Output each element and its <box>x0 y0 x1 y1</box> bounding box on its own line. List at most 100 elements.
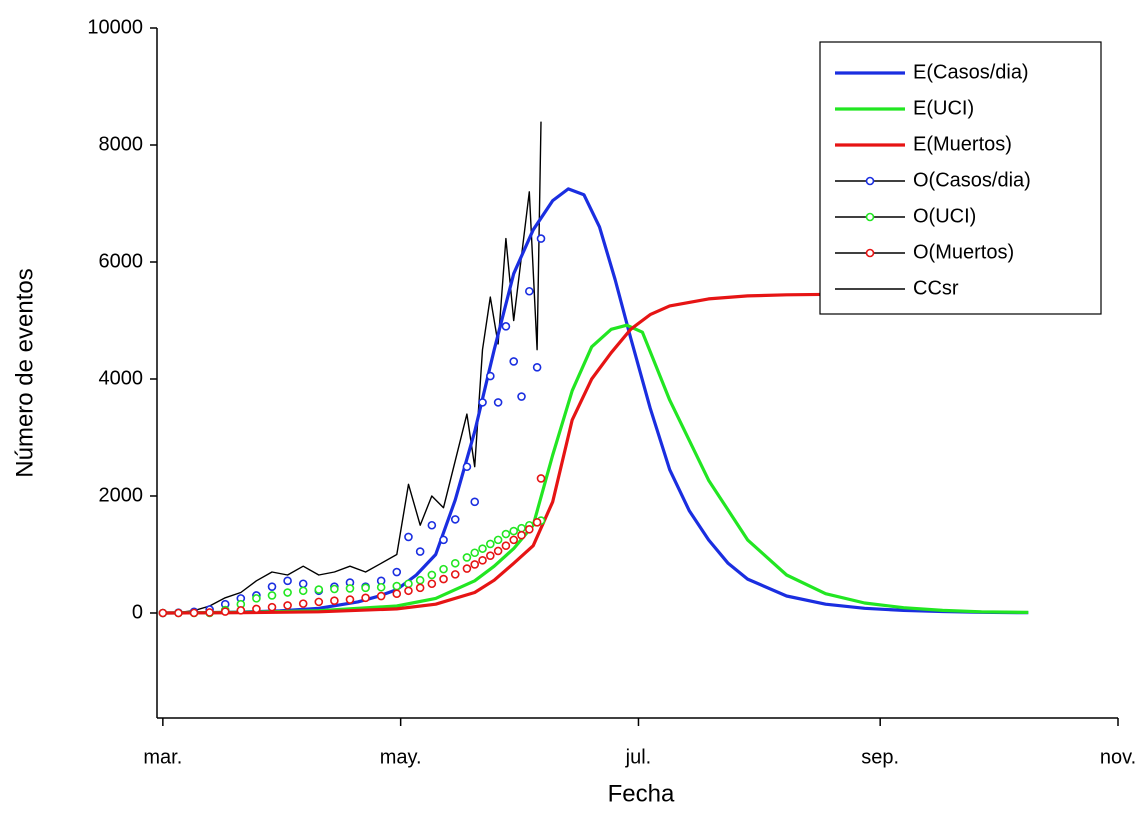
legend-marker <box>865 176 875 186</box>
data-point <box>536 474 546 483</box>
data-point <box>493 535 503 545</box>
data-point <box>450 558 460 568</box>
data-point <box>517 392 526 401</box>
data-point <box>392 567 402 577</box>
data-point <box>478 544 487 553</box>
data-point <box>298 599 308 608</box>
data-point <box>220 607 230 616</box>
data-point <box>450 515 460 524</box>
data-point <box>493 546 503 556</box>
series-line <box>162 121 542 614</box>
data-point <box>298 586 308 596</box>
data-point <box>376 582 386 592</box>
legend-label: O(Muertos) <box>913 241 1014 263</box>
data-point <box>462 564 472 573</box>
data-point <box>236 606 246 615</box>
x-tick-label: jul. <box>625 746 652 768</box>
data-point <box>525 525 534 534</box>
y-axis-label: Número de eventos <box>11 268 38 477</box>
legend-box <box>819 41 1102 315</box>
data-point <box>314 597 324 607</box>
data-point <box>501 322 511 331</box>
data-point <box>439 535 448 545</box>
data-point <box>283 588 292 597</box>
data-point <box>509 357 519 366</box>
y-tick-label: 0 <box>132 601 143 623</box>
data-point <box>415 547 425 556</box>
data-point <box>345 584 355 593</box>
series-line <box>162 292 1029 615</box>
data-point <box>517 523 526 533</box>
legend-label: O(UCI) <box>913 205 976 227</box>
x-tick-label: nov. <box>1100 746 1136 768</box>
data-point <box>361 593 370 603</box>
data-point <box>404 532 413 542</box>
data-point <box>525 286 534 296</box>
data-point <box>536 234 546 243</box>
y-tick-label: 4000 <box>99 367 144 389</box>
data-point <box>330 596 339 606</box>
data-point <box>392 589 402 598</box>
data-point <box>439 564 448 574</box>
data-point <box>450 570 460 579</box>
data-point <box>415 575 425 585</box>
data-point <box>392 581 402 591</box>
data-point <box>330 584 339 594</box>
data-point <box>486 371 495 381</box>
data-point <box>376 591 386 601</box>
x-tick-label: mar. <box>143 746 182 768</box>
data-point <box>404 579 413 589</box>
legend-marker <box>865 248 875 258</box>
legend-label: E(UCI) <box>913 97 974 119</box>
data-point <box>470 497 480 507</box>
data-point <box>501 541 511 551</box>
data-point <box>267 582 277 591</box>
data-point <box>501 529 511 539</box>
data-point <box>509 526 519 536</box>
data-point <box>283 601 292 610</box>
data-point <box>252 604 261 614</box>
legend-marker <box>865 212 875 222</box>
data-point <box>267 591 277 600</box>
series-line <box>162 323 1029 615</box>
data-point <box>205 608 214 617</box>
data-point <box>478 556 487 565</box>
data-point <box>427 520 437 530</box>
y-tick-label: 2000 <box>99 484 144 506</box>
data-point <box>462 553 472 562</box>
y-tick-label: 10000 <box>87 16 143 38</box>
data-point <box>493 398 503 407</box>
data-point <box>345 595 355 604</box>
data-point <box>361 583 370 593</box>
x-tick-label: may. <box>380 746 422 768</box>
data-point <box>174 608 183 618</box>
data-point <box>314 585 324 594</box>
data-point <box>486 539 495 549</box>
data-point <box>486 551 495 560</box>
y-tick-label: 6000 <box>99 250 144 272</box>
y-tick-label: 8000 <box>99 133 144 155</box>
data-point <box>427 579 437 589</box>
data-point <box>478 398 487 407</box>
data-point <box>415 583 425 593</box>
data-point <box>189 608 199 618</box>
data-point <box>532 518 542 527</box>
data-point <box>298 579 308 589</box>
legend-label: O(Casos/dia) <box>913 169 1031 191</box>
data-point <box>462 462 472 472</box>
data-point <box>267 602 277 612</box>
x-axis-label: Fecha <box>608 780 675 807</box>
legend-label: E(Muertos) <box>913 133 1012 155</box>
data-point <box>532 362 542 372</box>
data-point <box>439 574 448 584</box>
data-point <box>404 586 413 596</box>
data-point <box>517 530 526 540</box>
data-point <box>427 570 437 580</box>
data-point <box>509 535 519 545</box>
x-tick-label: sep. <box>861 746 899 768</box>
data-point <box>470 560 480 569</box>
data-point <box>470 548 480 558</box>
legend-label: E(Casos/dia) <box>913 61 1029 83</box>
legend-label: CCsr <box>913 277 959 299</box>
